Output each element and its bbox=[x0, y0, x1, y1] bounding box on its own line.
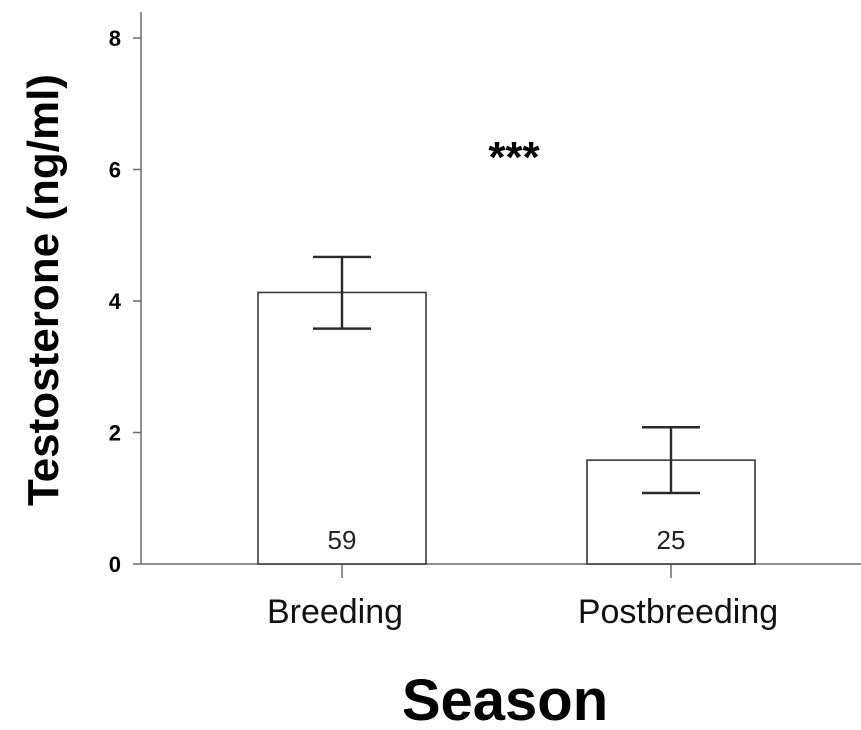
bar bbox=[257, 291, 427, 565]
y-tick-label: 8 bbox=[109, 26, 121, 51]
y-tick-label: 2 bbox=[109, 421, 121, 446]
bars bbox=[257, 255, 756, 565]
y-tick-label: 4 bbox=[109, 289, 122, 314]
sample-size-label: 59 bbox=[328, 525, 357, 555]
sample-size-label: 25 bbox=[657, 525, 686, 555]
x-tick-label: Breeding bbox=[267, 593, 403, 631]
significance-annotation: *** bbox=[488, 133, 540, 182]
x-tick-label: Postbreeding bbox=[578, 593, 778, 631]
x-axis-label: Season bbox=[402, 668, 608, 730]
y-axis-label: Testosterone (ng/ml) bbox=[19, 74, 68, 506]
y-tick-label: 6 bbox=[109, 158, 121, 183]
labels: 0 2 4 6 8 59 Breeding 25 Postbreeding bbox=[109, 26, 778, 631]
y-tick-label: 0 bbox=[109, 552, 121, 577]
